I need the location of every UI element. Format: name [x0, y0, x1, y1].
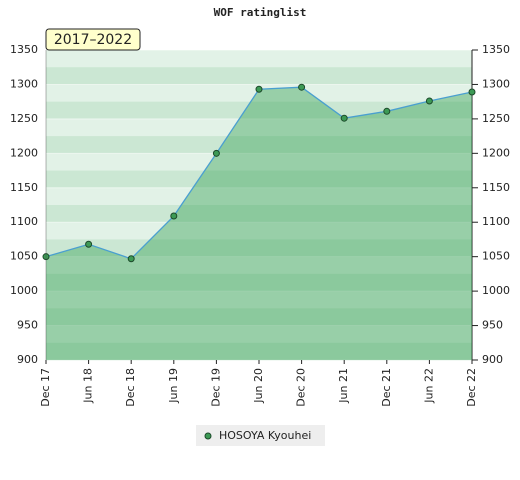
background-band	[46, 325, 472, 344]
x-tick-label: Jun 19	[167, 368, 180, 404]
point	[340, 114, 348, 122]
y-tick-label: 1350	[10, 43, 38, 56]
y-tick-label: 950	[17, 319, 38, 332]
background-band	[46, 342, 472, 361]
point	[298, 83, 306, 91]
background-band	[46, 118, 472, 137]
y-tick-label: 1000	[10, 284, 38, 297]
x-tick-label: Jun 21	[337, 368, 350, 404]
chart-title: WOF ratinglist	[214, 6, 307, 19]
y-tick-label: 1100	[10, 215, 38, 228]
y2-tick-label: 1250	[482, 112, 510, 125]
x-tick-label: Dec 21	[380, 368, 393, 407]
y2-tick-label: 1200	[482, 146, 510, 159]
y-tick-label: 1300	[10, 77, 38, 90]
background-band	[46, 136, 472, 154]
point	[212, 149, 220, 157]
x-tick-label: Dec 19	[209, 368, 222, 407]
background-band	[46, 239, 472, 258]
y2-tick-label: 950	[482, 319, 503, 332]
x-tick-label: Dec 17	[39, 368, 52, 407]
y2-tick-label: 1050	[482, 250, 510, 263]
x-tick-label: Jun 20	[252, 368, 265, 404]
background-band	[46, 67, 472, 85]
point	[383, 107, 391, 115]
background-band	[46, 308, 472, 327]
annotation-box	[45, 28, 141, 51]
point	[127, 255, 135, 263]
point	[468, 88, 476, 96]
background-band	[46, 84, 472, 103]
point	[425, 97, 433, 105]
point	[170, 212, 178, 220]
y-tick-label: 1150	[10, 181, 38, 194]
point	[255, 85, 263, 93]
annotation: 2017–2022	[54, 32, 132, 48]
y2-tick-label: 1350	[482, 43, 510, 56]
y2-tick-label: 1300	[482, 77, 510, 90]
background-band	[46, 187, 472, 206]
legend-marker	[204, 432, 212, 440]
y2-tick-label: 1000	[482, 284, 510, 297]
x-tick-label: Dec 18	[124, 368, 137, 407]
x-tick-label: Dec 20	[295, 368, 308, 407]
background-band	[46, 222, 472, 240]
y-tick-label: 1250	[10, 112, 38, 125]
x-tick-label: Dec 22	[465, 368, 478, 407]
y-tick-label: 900	[17, 353, 38, 366]
point	[85, 240, 93, 248]
background-band	[46, 256, 472, 275]
y2-tick-label: 900	[482, 353, 503, 366]
background-band	[46, 291, 472, 309]
y-tick-label: 1050	[10, 250, 38, 263]
point	[42, 253, 50, 261]
background-band	[46, 170, 472, 189]
legend-box	[196, 425, 325, 446]
background-band	[46, 273, 472, 292]
legend-label: HOSOYA Kyouhei	[219, 429, 311, 442]
y2-tick-label: 1100	[482, 215, 510, 228]
y2-tick-label: 1150	[482, 181, 510, 194]
y-tick-label: 1200	[10, 146, 38, 159]
background-band	[46, 50, 472, 68]
x-tick-label: Jun 18	[82, 368, 95, 404]
x-tick-label: Jun 22	[422, 368, 435, 404]
background-band	[46, 153, 472, 172]
background-band	[46, 205, 472, 223]
area	[46, 87, 472, 360]
